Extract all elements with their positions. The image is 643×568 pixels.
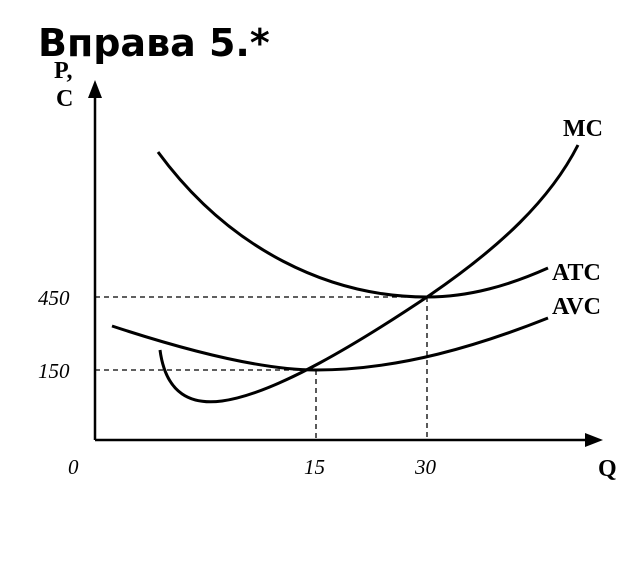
x-tick-label: 30 <box>414 455 437 479</box>
y-tick-label: 150 <box>38 359 70 383</box>
x-tick-label: 15 <box>304 455 325 479</box>
y-tick-label: 450 <box>38 286 70 310</box>
title: Вправа 5.* <box>38 21 270 65</box>
avc-curve <box>111 316 549 372</box>
mc-curve <box>158 144 580 404</box>
y-arrow <box>88 80 102 98</box>
curve-label: ATC <box>552 260 601 286</box>
atc-curve <box>156 151 549 299</box>
y-axis-label: C <box>56 86 73 112</box>
curve-label: AVC <box>552 294 601 320</box>
x-arrow <box>585 433 603 447</box>
origin-label: 0 <box>68 455 79 479</box>
x-axis-label: Q <box>598 456 617 482</box>
y-axis-label: P, <box>54 58 72 84</box>
curve-label: MC <box>563 116 603 142</box>
